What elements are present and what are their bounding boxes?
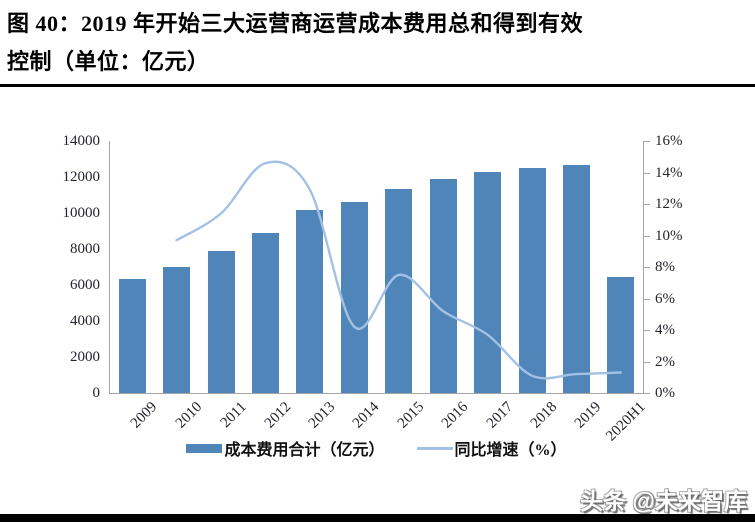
left-axis-tick-label: 12000: [62, 169, 101, 185]
right-axis-tick-label: 4%: [655, 322, 675, 338]
right-axis-tick-mark: [644, 393, 650, 394]
right-axis-tick-label: 16%: [655, 133, 683, 149]
figure-title-line2: 控制（单位：亿元）: [7, 49, 210, 74]
left-axis-tick-label: 0: [92, 385, 101, 401]
left-axis-tick-label: 14000: [62, 133, 101, 149]
legend-label-1: 同比增速（%）: [454, 442, 567, 459]
right-axis-tick-label: 12%: [655, 196, 683, 212]
right-axis-tick-mark: [644, 141, 650, 142]
right-axis-tick-label: 10%: [655, 227, 683, 244]
bar-2010: [163, 267, 191, 393]
legend-label-0: 成本费用合计（亿元）: [224, 442, 385, 459]
legend-item-bars: 成本费用合计（亿元）: [186, 436, 385, 460]
bar-2015: [385, 189, 413, 393]
legend-line-swatch: [416, 446, 453, 450]
right-axis-tick-label: 14%: [655, 164, 683, 181]
x-axis-label-2014: 2014: [350, 399, 383, 432]
right-axis-tick-mark: [644, 235, 650, 237]
x-axis-label-2018: 2018: [527, 399, 561, 432]
legend-item-line: 同比增速（%）: [416, 436, 567, 460]
right-axis-tick-label: 2%: [655, 353, 675, 370]
title-divider-rule: [0, 84, 755, 87]
left-axis-tick-label: 10000: [62, 205, 101, 221]
right-axis-tick-mark: [644, 172, 650, 174]
bar-2019: [562, 165, 590, 393]
bar-2017: [474, 171, 501, 393]
x-axis-label-2010: 2010: [172, 399, 205, 432]
left-axis-tick-label: 8000: [70, 241, 100, 257]
bar-2012: [252, 232, 279, 393]
bar-2016: [429, 179, 457, 393]
left-axis-tick-label: 4000: [70, 313, 100, 329]
x-axis-label-2019: 2019: [572, 399, 605, 432]
plot-area: 0 2000 4000 6000 8000 10000 12000 14000 0% 2% 4% 6%…: [63, 133, 683, 444]
x-axis-label-2015: 2015: [394, 399, 428, 432]
x-axis-label-2016: 2016: [438, 399, 472, 432]
figure-title: 图 40：2019 年开始三大运营商运营成本费用总和得到有效 控制（单位：亿元）: [7, 5, 749, 81]
bar-2011: [207, 251, 235, 393]
growth-line: [175, 160, 622, 380]
x-axis-label-2009: 2009: [127, 399, 161, 432]
right-axis-tick-mark: [644, 298, 650, 300]
bar-2009: [118, 279, 146, 393]
bar-2018: [518, 168, 546, 393]
left-axis-tick-label: 2000: [70, 349, 100, 365]
chart-region: 0 2000 4000 6000 8000 10000 12000 14000 0% 2% 4% 6%…: [63, 133, 683, 459]
legend: 成本费用合计（亿元） 同比增速（%）: [110, 436, 643, 460]
right-axis-tick-mark: [644, 361, 650, 363]
x-axis-label-2012: 2012: [261, 399, 294, 432]
legend-bar-swatch: [186, 443, 223, 453]
right-axis-tick-mark: [644, 267, 650, 268]
figure-title-line1: 图 40：2019 年开始三大运营商运营成本费用总和得到有效: [7, 11, 584, 36]
x-axis-label-2017: 2017: [483, 399, 516, 432]
right-axis-tick-mark: [644, 330, 650, 331]
left-axis-tick-label: 6000: [70, 277, 100, 293]
watermark: 头条 @未来智库: [580, 488, 747, 514]
right-axis-tick-label: 8%: [655, 259, 675, 275]
bar-2013: [296, 210, 324, 393]
x-axis-label-2011: 2011: [217, 399, 250, 432]
right-axis-tick-label: 6%: [655, 290, 675, 307]
x-axis-label-2013: 2013: [305, 399, 339, 432]
right-axis-tick-label: 0%: [655, 385, 675, 401]
bar-2014: [340, 201, 368, 393]
right-axis-tick-mark: [644, 204, 650, 205]
bottom-black-bar: [0, 514, 755, 522]
